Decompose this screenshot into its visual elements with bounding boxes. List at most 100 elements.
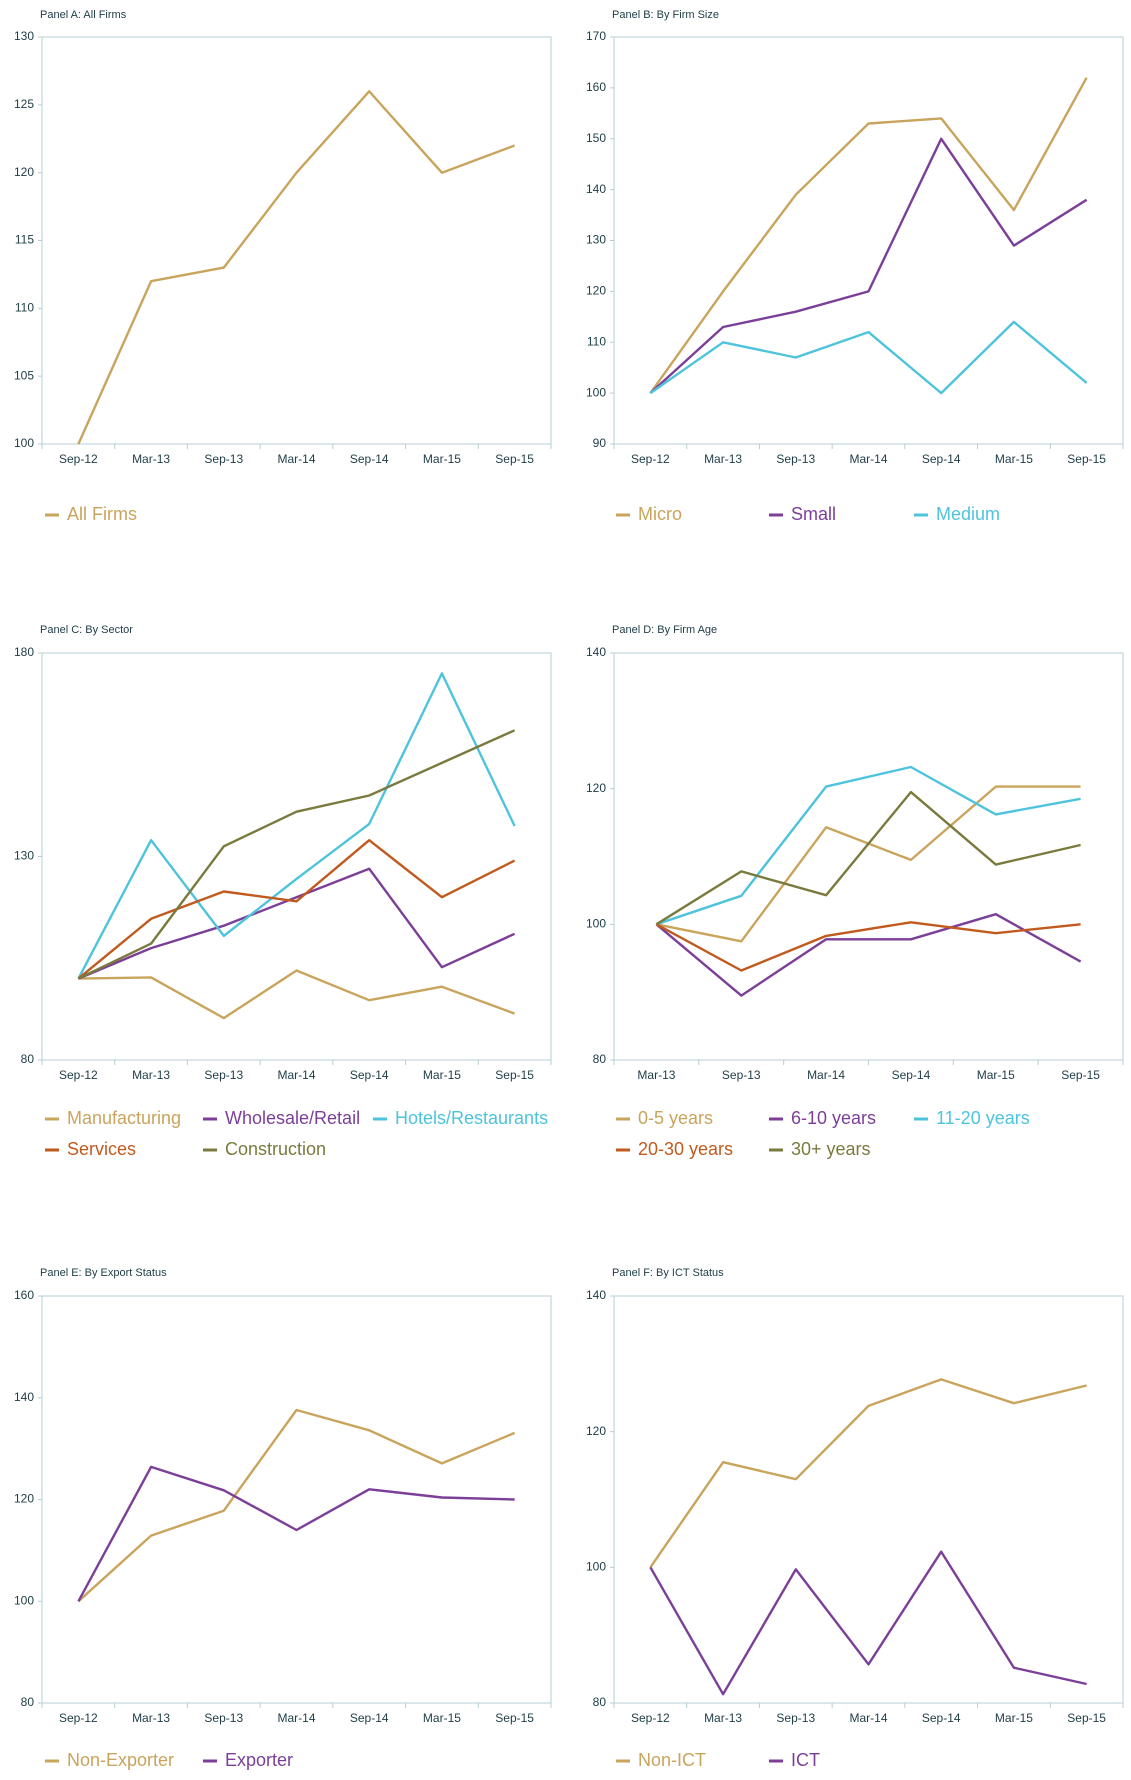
x-tick-label: Mar-14 <box>849 452 887 466</box>
panel-title: Panel D: By Firm Age <box>612 624 717 636</box>
y-tick-label: 125 <box>14 97 34 111</box>
x-tick-label: Sep-14 <box>350 452 389 466</box>
y-tick-label: 140 <box>586 645 606 659</box>
panel-title: Panel E: By Export Status <box>40 1267 167 1279</box>
series-line <box>655 790 1081 926</box>
y-tick-label: 150 <box>586 131 606 145</box>
y-tick-label: 120 <box>14 1492 34 1506</box>
series-line <box>649 320 1088 395</box>
x-tick-label: Mar-13 <box>637 1068 675 1082</box>
y-tick-label: 80 <box>593 1695 607 1709</box>
legend-label: 20-30 years <box>638 1139 733 1159</box>
legend-label: 6-10 years <box>791 1108 876 1128</box>
series-line <box>77 672 516 980</box>
x-tick-label: Sep-12 <box>631 1711 670 1725</box>
plot-frame <box>613 1295 1124 1704</box>
y-tick-label: 120 <box>14 165 34 179</box>
y-tick-label: 140 <box>586 182 606 196</box>
x-tick-label: Sep-15 <box>1061 1068 1100 1082</box>
legend-label: Small <box>791 504 836 524</box>
x-tick-label: Sep-13 <box>204 452 243 466</box>
panel-title: Panel A: All Firms <box>40 9 127 21</box>
x-tick-label: Sep-14 <box>892 1068 931 1082</box>
x-tick-label: Sep-15 <box>1067 1711 1106 1725</box>
y-tick-label: 80 <box>21 1695 35 1709</box>
y-tick-label: 130 <box>586 233 606 247</box>
legend-label: ICT <box>791 1750 820 1770</box>
x-tick-label: Mar-14 <box>807 1068 845 1082</box>
y-tick-label: 100 <box>14 1593 34 1607</box>
legend-label: Construction <box>225 1139 326 1159</box>
x-tick-label: Mar-13 <box>704 1711 742 1725</box>
legend-label: Non-ICT <box>638 1750 706 1770</box>
series-line <box>656 765 1081 926</box>
y-tick-label: 115 <box>15 233 34 247</box>
x-tick-label: Mar-13 <box>132 1711 170 1725</box>
x-tick-label: Sep-12 <box>631 452 670 466</box>
y-tick-label: 160 <box>14 1288 34 1302</box>
legend-label: Manufacturing <box>67 1108 181 1128</box>
y-tick-label: 100 <box>586 385 606 399</box>
x-tick-label: Sep-13 <box>722 1068 761 1082</box>
panel-title: Panel B: By Firm Size <box>612 9 719 21</box>
x-tick-label: Mar-15 <box>995 1711 1033 1725</box>
legend-label: Wholesale/Retail <box>225 1108 360 1128</box>
x-tick-label: Mar-14 <box>277 452 315 466</box>
legend-label: 30+ years <box>791 1139 871 1159</box>
legend-label: 0-5 years <box>638 1108 713 1128</box>
legend-label: Medium <box>936 504 1000 524</box>
x-tick-label: Mar-13 <box>132 452 170 466</box>
x-tick-label: Mar-13 <box>132 1068 170 1082</box>
x-tick-label: Sep-13 <box>204 1711 243 1725</box>
x-tick-label: Mar-14 <box>277 1068 315 1082</box>
x-tick-label: Mar-13 <box>704 452 742 466</box>
y-tick-label: 120 <box>586 781 606 795</box>
series-line <box>77 1408 516 1603</box>
y-tick-label: 120 <box>586 1424 606 1438</box>
series-line <box>649 1378 1087 1568</box>
x-tick-label: Sep-12 <box>59 1068 98 1082</box>
series-line <box>649 77 1088 394</box>
y-tick-label: 110 <box>15 301 34 315</box>
x-tick-label: Mar-14 <box>277 1711 315 1725</box>
x-tick-label: Sep-15 <box>495 1068 534 1082</box>
x-tick-label: Mar-14 <box>849 1711 887 1725</box>
plot-frame <box>613 36 1124 445</box>
x-tick-label: Sep-13 <box>776 452 815 466</box>
x-tick-label: Sep-14 <box>350 1068 389 1082</box>
series-line <box>655 913 1082 997</box>
x-tick-label: Sep-12 <box>59 1711 98 1725</box>
y-tick-label: 120 <box>586 284 606 298</box>
y-tick-label: 100 <box>14 436 34 450</box>
x-tick-label: Sep-15 <box>1067 452 1106 466</box>
series-line <box>78 969 516 1020</box>
y-tick-label: 100 <box>586 1560 606 1574</box>
panel-title: Panel F: By ICT Status <box>612 1267 724 1279</box>
x-tick-label: Mar-15 <box>995 452 1033 466</box>
series-line <box>77 729 516 980</box>
x-tick-label: Sep-14 <box>350 1711 389 1725</box>
x-tick-label: Sep-15 <box>495 1711 534 1725</box>
legend-label: Hotels/Restaurants <box>395 1108 548 1128</box>
legend-label: Exporter <box>225 1750 293 1770</box>
x-tick-label: Sep-14 <box>922 1711 961 1725</box>
y-tick-label: 170 <box>586 29 606 43</box>
y-tick-label: 80 <box>593 1052 607 1066</box>
y-tick-label: 130 <box>14 29 34 43</box>
series-line <box>655 921 1081 972</box>
panel-title: Panel C: By Sector <box>40 624 133 636</box>
x-tick-label: Mar-15 <box>423 452 461 466</box>
y-tick-label: 80 <box>21 1052 35 1066</box>
x-tick-label: Sep-14 <box>922 452 961 466</box>
x-tick-label: Mar-15 <box>423 1068 461 1082</box>
legend-label: 11-20 years <box>936 1108 1030 1128</box>
legend-label: Non-Exporter <box>67 1750 174 1770</box>
legend-label: Micro <box>638 504 682 524</box>
series-line <box>649 137 1088 394</box>
series-line <box>77 839 516 980</box>
y-tick-label: 105 <box>14 368 34 382</box>
series-line <box>649 1550 1087 1696</box>
y-tick-label: 140 <box>586 1288 606 1302</box>
x-tick-label: Sep-15 <box>495 452 534 466</box>
